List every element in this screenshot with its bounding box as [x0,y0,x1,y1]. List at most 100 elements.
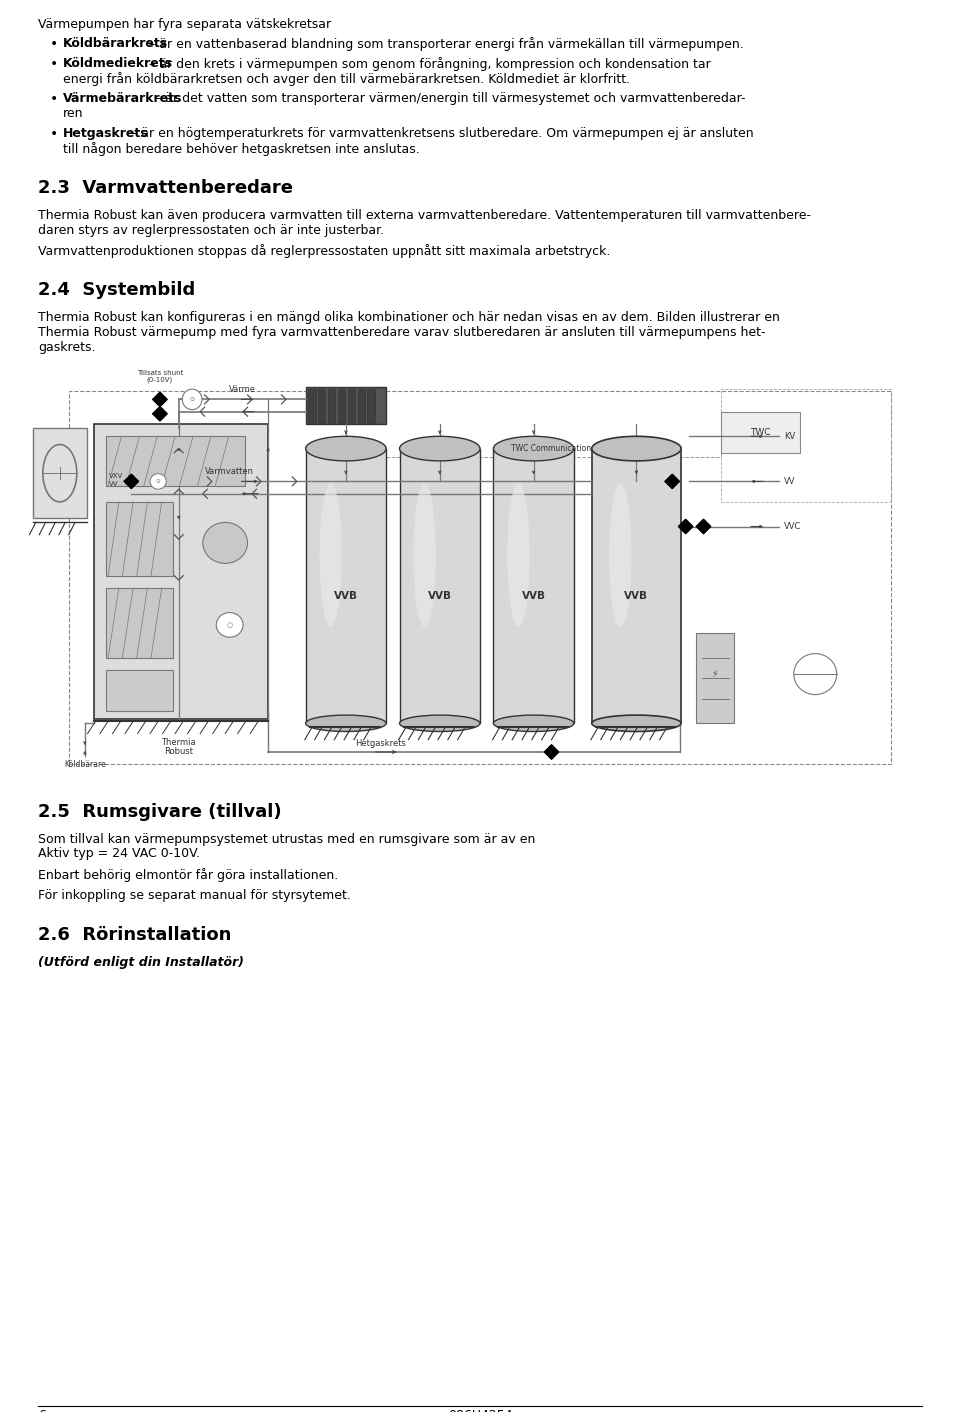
Bar [107,501,174,576]
Text: VVB: VVB [428,592,452,602]
Bar [69,391,891,764]
Text: energi från köldbärarkretsen och avger den till värmebärarkretsen. Köldmediet är: energi från köldbärarkretsen och avger d… [63,72,630,86]
Bar [33,428,86,518]
Ellipse shape [305,436,386,460]
Polygon shape [544,746,559,760]
Text: För inkoppling se separat manual för styrsytemet.: För inkoppling se separat manual för sty… [38,890,350,902]
Polygon shape [153,407,167,421]
Text: 2.5  Rumsgivare (tillval): 2.5 Rumsgivare (tillval) [38,802,281,820]
Text: VVB: VVB [624,592,648,602]
Ellipse shape [320,483,342,627]
Text: VV: VV [109,481,118,487]
Ellipse shape [150,473,166,489]
Text: Robust: Robust [164,747,193,757]
Text: Värmepumpen har fyra separata vätskekretsar: Värmepumpen har fyra separata vätskekret… [38,18,331,31]
Text: ○: ○ [227,621,232,628]
Bar [107,671,174,712]
Text: VV: VV [784,477,796,486]
Text: (0-10V): (0-10V) [147,377,173,383]
Ellipse shape [507,483,530,627]
Text: •: • [50,37,59,51]
Ellipse shape [216,613,243,637]
Ellipse shape [610,483,632,627]
Bar [318,388,325,422]
Text: Värme: Värme [228,384,255,394]
Text: (Utförd enligt din Installatör): (Utförd enligt din Installatör) [38,956,244,969]
Text: Varmvattenproduktionen stoppas då reglerpressostaten uppnått sitt maximala arbet: Varmvattenproduktionen stoppas då regler… [38,244,611,258]
Bar [357,388,365,422]
Bar [399,449,480,723]
Polygon shape [124,474,138,489]
Text: VVC: VVC [784,522,802,531]
Text: •: • [50,127,59,141]
Text: – är den krets i värmepumpen som genom förångning, kompression och kondensation : – är den krets i värmepumpen som genom f… [145,56,710,71]
Ellipse shape [794,654,837,695]
Text: ⊙: ⊙ [156,479,160,484]
Text: Värmebärarkrets: Värmebärarkrets [63,92,182,106]
Text: Hetgaskrets: Hetgaskrets [63,127,149,140]
Ellipse shape [182,390,202,409]
Text: – är en högtemperaturkrets för varmvattenkretsens slutberedare. Om värmepumpen e: – är en högtemperaturkrets för varmvatte… [128,127,754,140]
Ellipse shape [305,714,386,731]
Text: Tillsats shunt: Tillsats shunt [136,370,183,376]
Text: ⊙: ⊙ [189,397,195,402]
Text: ren: ren [63,107,84,120]
Text: Thermia Robust kan konfigureras i en mängd olika kombinationer och här nedan vis: Thermia Robust kan konfigureras i en män… [38,311,780,325]
Ellipse shape [203,522,248,563]
Bar [368,388,374,422]
Polygon shape [153,393,167,407]
Bar [305,387,386,424]
Bar [308,388,316,422]
Text: 6: 6 [38,1409,46,1412]
Bar [493,449,574,723]
Text: •: • [50,56,59,71]
Ellipse shape [493,436,574,460]
Text: Thermia Robust värmepump med fyra varmvattenberedare varav slutberedaren är ansl: Thermia Robust värmepump med fyra varmva… [38,326,765,339]
Text: – är en vattenbaserad blandning som transporterar energi från värmekällan till v: – är en vattenbaserad blandning som tran… [145,37,744,51]
Bar [107,587,174,658]
Ellipse shape [399,436,480,460]
Bar [107,436,245,486]
Text: 2.3  Varmvattenberedare: 2.3 Varmvattenberedare [38,179,293,196]
Text: ⚡: ⚡ [711,669,718,679]
Bar [591,449,682,723]
Text: 2.6  Rörinstallation: 2.6 Rörinstallation [38,926,231,943]
Text: Enbart behörig elmontör får göra installationen.: Enbart behörig elmontör får göra install… [38,868,338,882]
Bar [94,424,268,719]
Ellipse shape [414,483,436,627]
Text: 086U4254: 086U4254 [447,1409,513,1412]
Text: VVB: VVB [334,592,358,602]
Ellipse shape [493,714,574,731]
Text: – är det vatten som transporterar värmen/energin till värmesystemet och varmvatt: – är det vatten som transporterar värmen… [151,92,745,106]
Text: Köldmediekrets: Köldmediekrets [63,56,173,71]
Bar [348,388,355,422]
Bar [696,633,733,723]
Text: VVB: VVB [521,592,545,602]
Text: Aktiv typ = 24 VAC 0-10V.: Aktiv typ = 24 VAC 0-10V. [38,847,200,860]
Ellipse shape [399,714,480,731]
Text: Thermia: Thermia [161,738,196,747]
Ellipse shape [591,714,682,731]
Ellipse shape [591,436,682,460]
Text: Köldbärarkrets: Köldbärarkrets [63,37,168,49]
Bar [721,390,891,501]
Text: Varmvatten: Varmvatten [205,466,254,476]
Bar [328,388,335,422]
Text: gaskrets.: gaskrets. [38,340,95,354]
Bar [721,412,800,453]
Text: TWC: TWC [751,428,771,436]
Polygon shape [665,474,680,489]
Text: Köldbärare: Köldbärare [64,760,106,768]
Bar [305,449,386,723]
Polygon shape [696,520,710,534]
Text: Thermia Robust kan även producera varmvatten till externa varmvattenberedare. Va: Thermia Robust kan även producera varmva… [38,209,811,222]
Text: daren styrs av reglerpressostaten och är inte justerbar.: daren styrs av reglerpressostaten och är… [38,223,384,237]
Polygon shape [679,520,693,534]
Text: 2.4  Systembild: 2.4 Systembild [38,281,195,299]
Text: •: • [50,92,59,106]
Text: VXV: VXV [109,473,123,480]
Bar [338,388,345,422]
Text: KV: KV [784,432,795,441]
Text: TWC Communication: TWC Communication [512,445,591,453]
Text: till någon beredare behöver hetgaskretsen inte anslutas.: till någon beredare behöver hetgaskretse… [63,143,420,157]
